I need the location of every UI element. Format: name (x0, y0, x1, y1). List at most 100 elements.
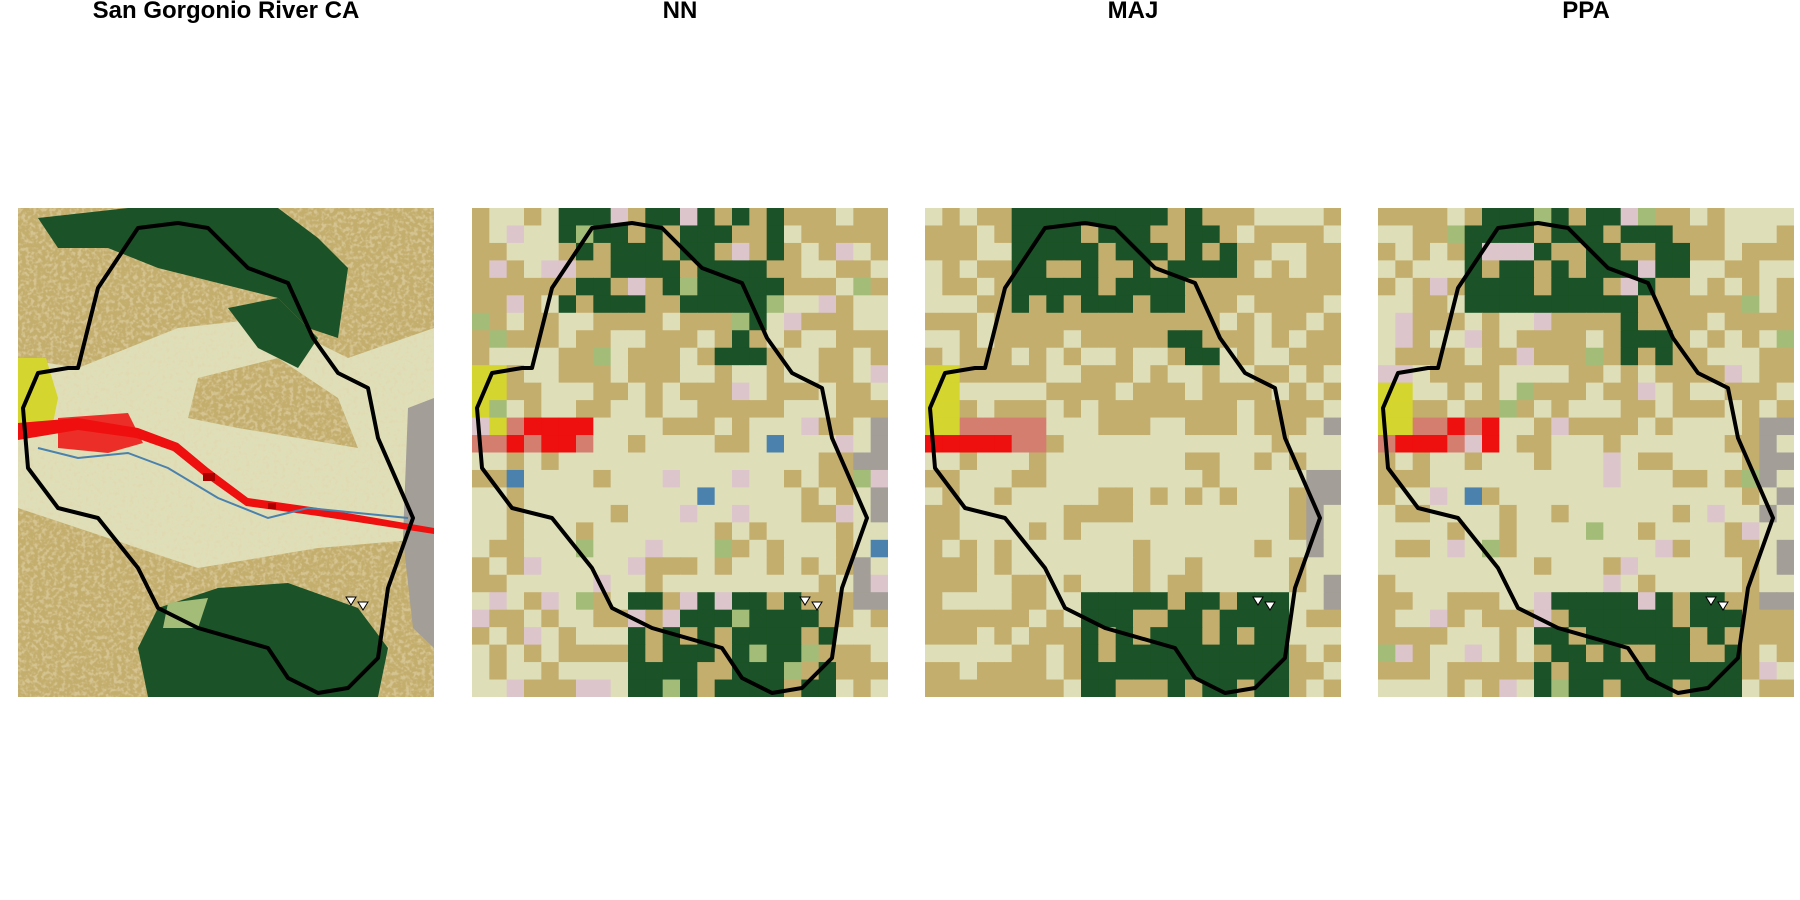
raster-cell (1672, 539, 1691, 558)
raster-cell (1742, 225, 1760, 244)
raster-cell (1323, 679, 1341, 697)
cultivated-crops-west (18, 358, 58, 423)
raster-cell (1081, 242, 1099, 261)
raster-cell (818, 539, 837, 558)
raster-cell (610, 662, 629, 681)
raster-cell (801, 400, 820, 419)
raster-cell (558, 662, 577, 681)
raster-cell (1672, 347, 1691, 366)
raster-cell (1378, 627, 1396, 646)
raster-cell (472, 277, 490, 296)
raster-cell (1499, 557, 1518, 576)
raster-cell (1306, 574, 1325, 593)
raster-cell (977, 644, 995, 663)
raster-cell (489, 417, 508, 436)
raster-cell (1724, 260, 1743, 279)
raster-cell (714, 347, 733, 366)
raster-cell (749, 417, 768, 436)
raster-cell (1029, 330, 1047, 349)
raster-cell (541, 330, 560, 349)
raster-cell (576, 417, 594, 436)
raster-cell (1150, 592, 1169, 611)
raster-cell (1759, 208, 1778, 227)
raster-cell (942, 452, 961, 471)
raster-cell (1724, 627, 1743, 646)
raster-cell (1046, 627, 1065, 646)
raster-cell (1776, 295, 1794, 314)
raster-cell (1081, 469, 1099, 489)
raster-cell (836, 417, 854, 436)
raster-cell (1534, 347, 1552, 366)
raster-cell (1776, 312, 1794, 331)
raster-cell (714, 469, 733, 489)
raster-cell (994, 452, 1013, 471)
raster-cell (1150, 609, 1169, 628)
raster-cell (628, 644, 646, 663)
raster-cell (1534, 312, 1552, 331)
raster-cell (732, 679, 750, 697)
raster-cell (680, 260, 698, 279)
raster-cell (1499, 277, 1518, 296)
raster-cell (1412, 452, 1431, 471)
raster-cell (1707, 277, 1726, 296)
raster-cell (506, 452, 525, 471)
raster-cell (801, 208, 820, 227)
raster-cell (1098, 225, 1117, 244)
raster-cell (1655, 627, 1674, 646)
raster-cell (1655, 487, 1674, 506)
raster-cell (1516, 365, 1535, 384)
raster-cell (1430, 225, 1448, 244)
raster-cell (1395, 592, 1414, 611)
raster-cell (524, 487, 542, 506)
raster-cell (1776, 330, 1794, 349)
raster-cell (749, 330, 768, 349)
raster-cell (1586, 662, 1604, 681)
raster-cell (628, 679, 646, 697)
raster-cell (1306, 312, 1325, 331)
raster-cell (1150, 574, 1169, 593)
raster-cell (925, 539, 943, 558)
raster-cell (1551, 225, 1570, 244)
raster-cell (645, 452, 664, 471)
raster-cell (1447, 365, 1466, 384)
raster-cell (1655, 277, 1674, 296)
raster-cell (1776, 522, 1794, 541)
raster-cell (836, 609, 854, 628)
raster-cell (1638, 487, 1656, 506)
raster-cell (1759, 347, 1778, 366)
raster-cell (680, 679, 698, 697)
raster-cell (994, 644, 1013, 663)
raster-cell (853, 644, 872, 663)
raster-cell (541, 400, 560, 419)
raster-cell (1638, 539, 1656, 558)
raster-cell (1167, 452, 1186, 471)
raster-cell (1464, 208, 1483, 227)
raster-cell (1620, 225, 1639, 244)
raster-cell (680, 208, 698, 227)
raster-cell (853, 312, 872, 331)
raster-cell (645, 539, 664, 558)
raster-cell (1063, 557, 1082, 576)
raster-cell (959, 208, 978, 227)
raster-cell (662, 277, 681, 296)
raster-cell (697, 382, 716, 401)
raster-cell (1029, 627, 1047, 646)
raster-cell (1759, 225, 1778, 244)
raster-cell (489, 627, 508, 646)
raster-cell (576, 208, 594, 227)
raster-cell (1237, 260, 1255, 279)
raster-cell (1011, 277, 1030, 296)
raster-cell (942, 417, 961, 436)
land-cover-map-ppa (1378, 208, 1794, 697)
raster-cell (1516, 400, 1535, 419)
raster-cell (472, 662, 490, 681)
raster-cell (472, 260, 490, 279)
raster-cell (732, 242, 750, 261)
raster-cell (959, 487, 978, 506)
raster-cell (1029, 365, 1047, 384)
raster-cell (732, 644, 750, 663)
raster-cell (1482, 679, 1500, 697)
gauge-marker-icon (1264, 601, 1276, 611)
raster-cell (1081, 382, 1099, 401)
raster-cell (628, 557, 646, 576)
